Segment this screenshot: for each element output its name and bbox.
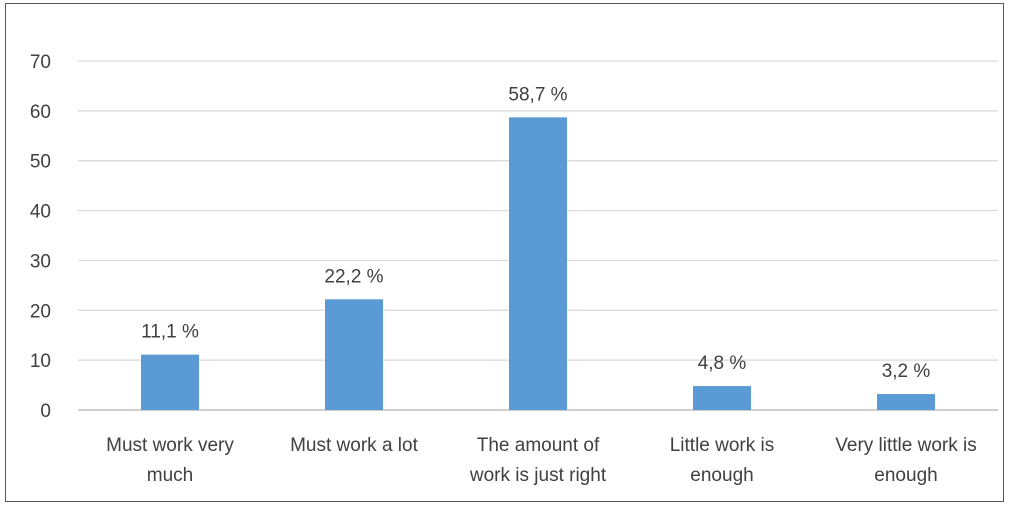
data-label-2: 22,2 % bbox=[324, 266, 383, 287]
category-label-3-line-2: work is just right bbox=[469, 465, 607, 486]
bar-1 bbox=[141, 354, 199, 410]
bar-4 bbox=[693, 386, 751, 410]
category-label-3-line-1: The amount of bbox=[477, 435, 600, 456]
y-tick-label-70: 70 bbox=[30, 52, 51, 73]
y-tick-label-20: 20 bbox=[30, 301, 51, 322]
data-label-3: 58,7 % bbox=[508, 84, 567, 105]
bar-5 bbox=[877, 394, 935, 410]
bar-2 bbox=[325, 299, 383, 410]
y-tick-label-60: 60 bbox=[30, 102, 51, 123]
data-label-1: 11,1 % bbox=[141, 322, 199, 343]
y-tick-label-30: 30 bbox=[30, 251, 51, 272]
data-label-5: 3,2 % bbox=[882, 361, 931, 382]
category-label-5-line-2: enough bbox=[874, 465, 937, 486]
category-label-4-line-2: enough bbox=[690, 465, 753, 486]
category-label-5-line-1: Very little work is bbox=[835, 435, 976, 456]
bar-3 bbox=[509, 117, 567, 411]
chart-frame bbox=[5, 3, 1004, 502]
category-label-1-line-1: Must work very bbox=[106, 435, 234, 456]
y-tick-label-40: 40 bbox=[30, 202, 51, 223]
category-label-4-line-1: Little work is bbox=[670, 435, 775, 456]
category-label-2-line-1: Must work a lot bbox=[290, 435, 418, 456]
y-tick-label-10: 10 bbox=[30, 351, 51, 372]
category-label-1-line-2: much bbox=[147, 465, 193, 486]
y-tick-label-0: 0 bbox=[40, 401, 51, 422]
data-label-4: 4,8 % bbox=[698, 353, 747, 374]
y-tick-label-50: 50 bbox=[30, 152, 51, 173]
